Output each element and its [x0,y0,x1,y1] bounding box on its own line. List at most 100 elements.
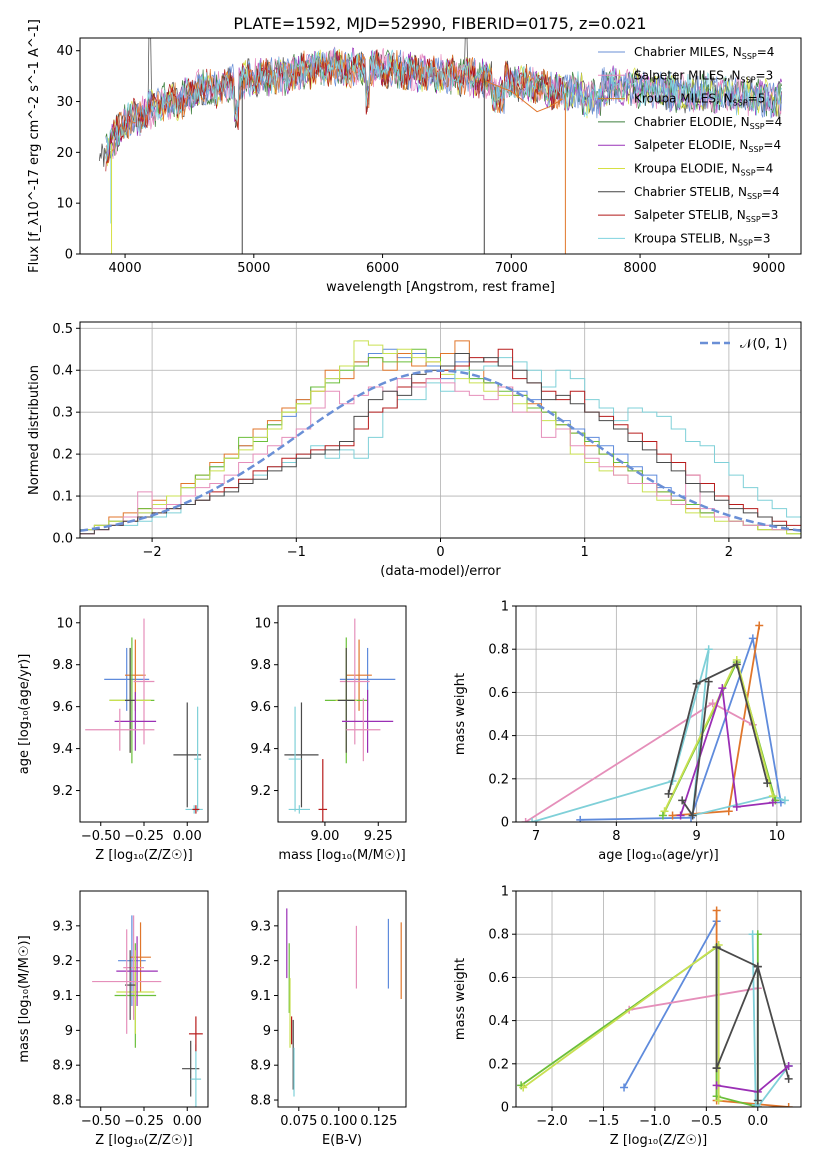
y-tick-label: 10 [254,616,271,631]
weight-marker [519,1083,528,1092]
y-tick-label: 9.2 [52,784,73,799]
weight-marker [528,818,537,822]
panel-mass-vs-Z: −0.50 −0.25 0.00 8.8 8.9 9 9.1 9.2 9.3 Z [log₁₀(Z… [17,890,209,1148]
axes-frame [515,605,802,823]
x-tick-label: −2.0 [536,1114,568,1129]
axes-frame [79,890,209,1108]
legend-label: Salpeter ELODIE, NSSP=4 [634,138,781,154]
legend-label: Chabrier ELODIE, NSSP=4 [634,115,782,131]
y-tick-label: 9.1 [52,989,73,1004]
y-tick-label: 0 [501,1101,509,1116]
weight-marker [658,811,667,820]
y-tick-label: 9.4 [52,742,73,757]
weight-marker [732,660,741,669]
plot-area [92,915,203,1107]
weight-marker [748,634,757,643]
error-bar-point [342,689,394,753]
error-bar-point [92,929,162,1034]
error-bar-point [337,647,355,753]
y-tick-label: 0 [65,248,73,263]
weight-marker [664,789,673,798]
legend-value: =5 [748,92,766,106]
y-tick-label: 8.9 [52,1059,73,1074]
plot-area [85,618,203,814]
spectrum-tail [485,80,564,113]
legend-entry: Salpeter MILES, NSSP=3 [598,68,773,84]
legend-subscript: SSP [733,99,748,108]
plot-area [98,38,783,254]
error-bar-point [114,691,157,751]
error-bar-point [346,698,381,762]
weight-marker [784,1061,793,1070]
error-bar-point [288,805,310,814]
y-axis-label: mass weight [453,673,468,755]
y-tick-label: 0.4 [488,1014,509,1029]
x-tick-label: 1 [581,545,589,560]
legend-subscript: SSP [742,52,757,61]
x-tick-label: 8000 [624,261,657,276]
y-tick-label: 1 [501,600,509,615]
y-tick-label: 9.6 [52,700,73,715]
weight-marker [712,906,721,915]
x-tick-label: −2 [143,545,162,560]
x-tick-label: −0.25 [124,829,164,844]
error-bar-point [190,1044,202,1107]
error-bar-point [188,1016,203,1052]
weight-marker [676,811,685,820]
panel-weight-vs-age: 7 8 9 10 0 0.2 0.4 0.6 0.8 1 age [log₁₀(age/yr)] ma… [453,600,802,863]
weight-marker [620,1083,629,1092]
legend-label: Chabrier MILES, NSSP=4 [634,45,774,61]
x-tick-label: −0.5 [691,1114,723,1129]
weight-marker [704,677,713,686]
y-tick-label: 1 [501,885,509,900]
x-axis-label: wavelength [Angstrom, rest frame] [326,280,555,295]
weight-marker [660,807,669,816]
y-tick-label: 0.3 [52,406,73,421]
x-tick-label: −0.25 [124,1114,164,1129]
error-bar-point [116,936,158,1006]
legend-subscript: SSP [741,75,756,84]
weight-marker [768,798,777,807]
axes-frame [277,605,407,823]
weight-series [715,945,790,1080]
plot-area [521,621,789,822]
legend-value: =3 [753,231,771,245]
legend-entry: Kroupa MILES, NSSP=5 [598,92,765,108]
x-tick-label: 10 [769,829,786,844]
y-tick-label: 0.8 [488,928,509,943]
x-tick-label: 5000 [237,261,270,276]
y-tick-label: 20 [56,146,73,161]
legend-value: =3 [761,208,779,222]
y-tick-label: 0.1 [52,490,73,505]
axes-frame [277,890,407,1108]
y-tick-label: 0 [501,816,509,831]
legend-label: Salpeter MILES, NSSP=3 [634,68,773,84]
legend-value: =4 [762,185,780,199]
error-bar-point [182,1040,200,1097]
y-tick-label: 9.8 [250,658,271,673]
legend-subscript: SSP [747,192,762,201]
legend-label: 𝒩(0, 1) [740,337,787,352]
legend-subscript: SSP [741,169,756,178]
x-axis-label: age [log₁₀(age/yr)] [598,848,719,863]
y-tick-label: 0.4 [488,729,509,744]
error-bar-point [85,708,155,751]
x-tick-label: 0.00 [173,1114,202,1129]
x-tick-label: 4000 [109,261,142,276]
legend-value: =3 [756,68,774,82]
error-bar-point [116,950,155,1034]
panel-residual-histogram: −2 −1 0 1 2 0.0 0.1 0.2 0.3 0.4 0.5 (data-model)/er… [27,321,802,579]
legend-entry: Chabrier MILES, NSSP=4 [598,45,774,61]
legend-value: =4 [763,138,781,152]
y-tick-label: 40 [56,44,73,59]
weight-marker [755,621,764,630]
spectrum-line [105,47,783,162]
legend-entry: Salpeter ELODIE, NSSP=4 [598,138,781,154]
y-tick-label: 0.2 [52,448,73,463]
y-tick-label: 9.6 [250,700,271,715]
weight-marker [784,1103,793,1107]
legend-label: Chabrier STELIB, NSSP=4 [634,185,780,201]
spectrum-line [105,49,564,164]
x-tick-label: 7000 [495,261,528,276]
x-tick-label: −1.0 [639,1114,671,1129]
